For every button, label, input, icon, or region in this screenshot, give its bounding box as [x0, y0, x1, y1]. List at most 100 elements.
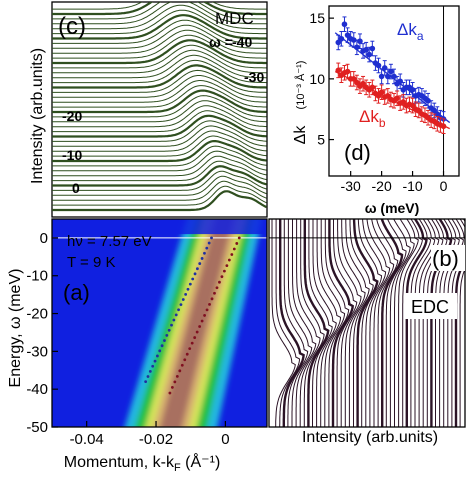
- edc-label-bg: [431, 245, 465, 271]
- a-xtick-label: -0.04: [70, 431, 104, 448]
- point-0: [354, 44, 360, 51]
- mdc-curve: [52, 170, 267, 191]
- panel-a-xlabel: Momentum, k-kF (Å⁻¹): [64, 452, 221, 474]
- mdc-curves: [52, 2, 267, 212]
- mdc-curve: [52, 135, 267, 157]
- edc-curve: [324, 219, 350, 427]
- point-1: [440, 123, 447, 130]
- point-1: [415, 107, 422, 114]
- point-0: [397, 78, 403, 85]
- edc-curve: [352, 219, 379, 427]
- mdc-curve: [52, 49, 267, 74]
- point-1: [360, 80, 366, 87]
- dispersion_b-dot: [188, 347, 192, 351]
- point-0: [391, 73, 397, 80]
- mdc-curve: [52, 190, 267, 212]
- edc-curve: [454, 219, 465, 427]
- legend-dkb-main: Δk: [359, 107, 379, 126]
- dispersion_a-dot: [151, 364, 155, 368]
- mdc-curve: [52, 185, 267, 206]
- edc-curve: [366, 219, 391, 427]
- panel-c-mdc: (c) MDC ω = -40 -30 -20 -10 0 Intensity …: [29, 1, 268, 218]
- mdc-curve: [52, 4, 267, 30]
- mdc-curve: [52, 39, 267, 65]
- mdc-curve: [52, 125, 267, 147]
- edc-curve: [341, 219, 366, 427]
- mdc-curve: [52, 19, 267, 44]
- a-xtick-label: -0.02: [139, 431, 173, 448]
- panel-a-ticks: -0.04 -0.02 0 0 -10 -20 -30 -40 -50: [26, 230, 229, 448]
- edc-curve: [316, 219, 342, 427]
- dispersion_b-dot: [213, 291, 216, 295]
- mdc-curve: [52, 89, 267, 114]
- point-1: [394, 95, 400, 102]
- legend-dka: Δka: [397, 20, 424, 43]
- edc-curve: [337, 219, 362, 427]
- dispersion_b-dot: [225, 264, 229, 267]
- a-xtick-label: 0: [221, 431, 229, 448]
- dispersion_b-dot: [237, 236, 241, 240]
- dispersion_b-dot: [222, 269, 226, 273]
- dispersion_a-dot: [158, 349, 162, 353]
- dispersion_b-dot: [190, 341, 194, 345]
- point-1: [375, 93, 382, 99]
- edc-curve: [345, 219, 370, 427]
- mdc-curve: [52, 120, 267, 142]
- mdc-curve: [52, 95, 267, 118]
- point-0: [350, 37, 357, 43]
- mdc-ylabel: Intensity (arb.units): [29, 48, 46, 184]
- panel-a-xlabel-main: Momentum, k-k: [64, 454, 175, 471]
- mdc-omega-label-20: -20: [62, 108, 82, 124]
- mdc-curve: [52, 180, 267, 201]
- panel-a-frame: [51, 218, 268, 428]
- edc-curve: [287, 219, 313, 427]
- dispersion_a-dot: [181, 298, 185, 301]
- edc-curve: [328, 219, 354, 427]
- mdc-curve: [52, 110, 267, 133]
- d-xtick-label: -20: [372, 178, 392, 194]
- edc-curve: [394, 219, 415, 427]
- edc-annotation-bg: [405, 293, 457, 319]
- dispersion_a-dot: [172, 318, 176, 322]
- mdc-curve: [52, 2, 267, 10]
- panel-b-label: (b): [432, 246, 459, 271]
- edc-curve: [405, 219, 428, 427]
- dispersion_b-dot: [218, 280, 221, 284]
- point-1: [369, 84, 376, 91]
- point-0: [363, 46, 369, 53]
- dispersion_a-dot: [167, 328, 171, 332]
- mdc-omega-label-40: -40: [232, 34, 252, 50]
- point-0: [431, 107, 438, 114]
- dispersion_b-dot: [180, 363, 184, 367]
- dispersion_a-dot: [170, 323, 173, 327]
- mdc-curve: [52, 100, 267, 123]
- mdc-curve: [52, 80, 267, 103]
- point-0: [341, 21, 348, 28]
- legend-dkb-sub: b: [379, 116, 386, 130]
- mdc-curve: [52, 2, 267, 16]
- edc-curve: [357, 219, 383, 427]
- d-xtick-label: -30: [341, 178, 361, 194]
- mdc-curve: [52, 29, 267, 54]
- point-0: [388, 68, 394, 75]
- mdc-curve: [52, 24, 267, 49]
- dispersion_b-dot: [205, 308, 209, 312]
- mdc-omega-label-0: 0: [72, 180, 80, 196]
- dispersion_b-dot: [232, 247, 236, 251]
- dispersion_a-dot: [179, 303, 183, 307]
- mdc-curve: [52, 64, 267, 89]
- a-ytick-label: -50: [26, 419, 48, 436]
- mdc-curve: [52, 2, 267, 25]
- point-0: [338, 35, 345, 42]
- edc-curve: [333, 219, 358, 427]
- legend-dka-main: Δk: [397, 20, 417, 39]
- edc-curve: [303, 219, 330, 427]
- temperature: T = 9 K: [67, 254, 116, 271]
- dispersion_a-dot: [153, 359, 157, 363]
- point-0: [375, 62, 382, 69]
- a-ytick-label: -40: [26, 381, 48, 398]
- edc-curve: [271, 219, 296, 427]
- legend-dkb: Δkb: [359, 107, 386, 130]
- dispersion_a-dot: [203, 251, 206, 255]
